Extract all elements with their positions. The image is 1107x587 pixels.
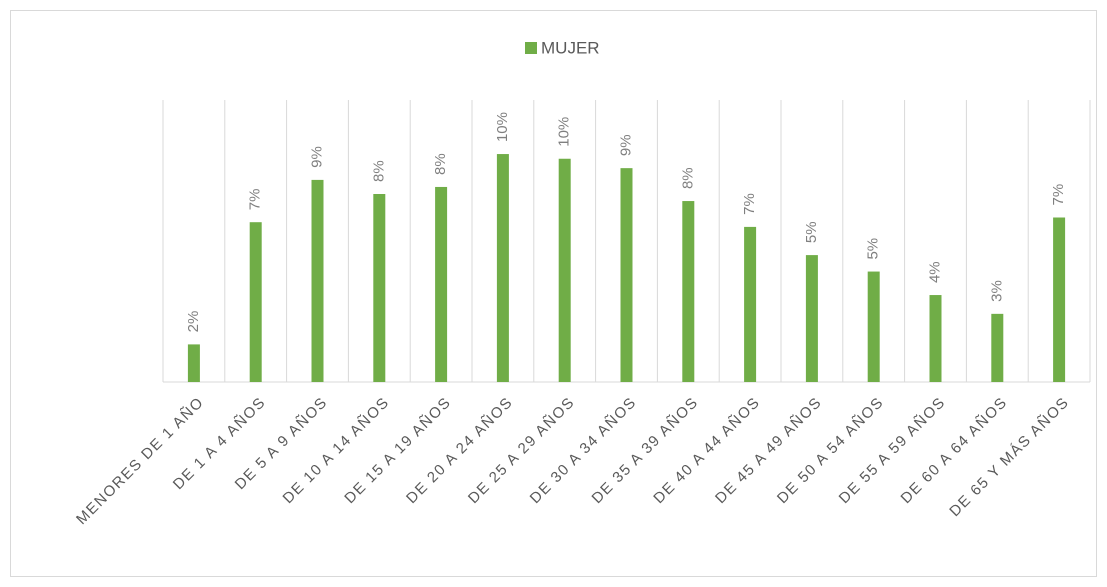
data-label: 7% (247, 189, 264, 211)
bar (744, 226, 757, 382)
data-label: 4% (926, 261, 943, 283)
bar (187, 344, 200, 382)
bar (496, 154, 509, 382)
legend-swatch (525, 42, 537, 54)
data-label: 9% (617, 134, 634, 156)
data-label: 5% (865, 238, 882, 260)
bar (805, 255, 818, 382)
bar (558, 158, 571, 382)
data-label: 8% (679, 167, 696, 189)
bar (1053, 217, 1066, 382)
bar (249, 222, 262, 382)
bar (991, 313, 1004, 382)
bar (682, 201, 695, 382)
data-label: 5% (803, 221, 820, 243)
bar (311, 179, 324, 382)
legend-label: MUJER (541, 38, 600, 57)
data-label: 10% (556, 117, 573, 147)
data-label: 8% (370, 160, 387, 182)
data-label: 8% (432, 153, 449, 175)
data-label: 7% (741, 193, 758, 215)
chart-border (10, 10, 1097, 577)
bar (929, 295, 942, 382)
bar (435, 186, 448, 382)
data-label: 3% (988, 280, 1005, 302)
bar (373, 194, 386, 382)
bar (867, 271, 880, 382)
data-label: 7% (1050, 184, 1067, 206)
bar (620, 168, 633, 382)
data-label: 2% (185, 311, 202, 333)
data-label: 10% (494, 112, 511, 142)
data-label: 9% (308, 146, 325, 168)
